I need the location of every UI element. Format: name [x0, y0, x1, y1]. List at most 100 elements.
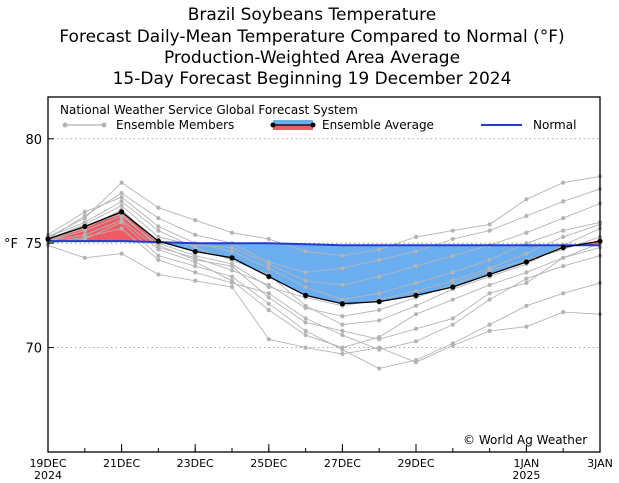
- ensemble-member-line: [47, 244, 601, 363]
- ensemble-member-point: [266, 295, 271, 300]
- ensemble-member-point: [340, 297, 345, 302]
- ensemble-member-point: [229, 268, 235, 273]
- copyright-text: © World Ag Weather: [463, 433, 587, 447]
- ensemble-average-point: [523, 259, 530, 265]
- ensemble-member-point: [413, 312, 419, 317]
- ensemble-member-point: [266, 236, 271, 242]
- ensemble-member-line: [47, 188, 601, 273]
- ensemble-member-point: [156, 257, 161, 262]
- plot-area: [45, 138, 603, 371]
- x-tick-label: 3JAN: [587, 457, 613, 470]
- ensemble-average-line: [47, 211, 601, 305]
- x-tick-label: 29DEC: [397, 457, 434, 470]
- ensemble-member-point: [193, 278, 198, 283]
- legend-source: National Weather Service Global Forecast…: [60, 103, 358, 117]
- ensemble-member-point: [82, 220, 87, 225]
- ensemble-member-point: [340, 314, 345, 319]
- plot-frame: [47, 96, 601, 453]
- ensemble-member-point: [303, 270, 308, 275]
- ensemble-member-point: [561, 291, 566, 296]
- ensemble-member-point: [524, 303, 529, 308]
- ensemble-member-point: [340, 282, 345, 288]
- ensemble-member-point: [377, 335, 382, 340]
- ensemble-member-point: [266, 307, 271, 313]
- ensemble-member-point: [561, 199, 566, 204]
- ensemble-member-point: [413, 264, 419, 269]
- ensemble-member-point: [377, 274, 382, 279]
- ensemble-average-point: [155, 238, 161, 244]
- ensemble-average-point: [560, 244, 566, 250]
- legend-average-swatch-below: [273, 120, 313, 125]
- ensemble-member-point: [156, 216, 161, 221]
- ensemble-member-point: [229, 249, 235, 254]
- legend-members-marker: [62, 122, 68, 128]
- ensemble-member-point: [377, 291, 382, 296]
- ensemble-member-point: [450, 228, 455, 233]
- ensemble-average-point: [229, 255, 235, 261]
- ensemble-average-point: [266, 273, 272, 280]
- ensemble-member-point: [229, 261, 235, 267]
- ensemble-member-point: [524, 230, 529, 235]
- ensemble-member-point: [561, 309, 566, 315]
- chart-subtitle: Forecast Daily-Mean Temperature Compared…: [59, 27, 564, 47]
- ensemble-average-point: [192, 248, 198, 255]
- ensemble-member-point: [193, 264, 198, 269]
- ensemble-member-point: [119, 190, 124, 196]
- ensemble-member-point: [303, 332, 308, 338]
- chart-title: Brazil Soybeans Temperature: [188, 5, 436, 25]
- ensemble-member-point: [340, 322, 345, 327]
- ensemble-member-point: [193, 245, 198, 250]
- legend-average-marker: [310, 122, 316, 128]
- ensemble-member-point: [377, 318, 382, 323]
- ensemble-average-point: [119, 209, 125, 215]
- ensemble-member-point: [266, 291, 271, 296]
- ensemble-member-point: [524, 241, 529, 246]
- ensemble-member-point: [82, 209, 87, 214]
- ensemble-member-point: [487, 328, 492, 333]
- ensemble-member-point: [377, 247, 382, 252]
- ensemble-member-point: [413, 339, 419, 344]
- legend-average-label: Ensemble Average: [322, 118, 434, 132]
- ensemble-member-point: [266, 301, 271, 306]
- ensemble-member-point: [303, 320, 308, 325]
- ensemble-member-point: [450, 322, 455, 327]
- ensemble-member-point: [561, 255, 566, 260]
- legend: National Weather Service Global Forecast…: [60, 103, 576, 132]
- ensemble-member-point: [340, 266, 345, 271]
- ensemble-member-point: [524, 270, 529, 275]
- ensemble-member-point: [119, 203, 124, 208]
- ensemble-member-point: [229, 284, 235, 290]
- ensemble-average-point: [339, 301, 345, 307]
- ensemble-member-point: [487, 257, 492, 262]
- y-axis-label: °F: [4, 237, 18, 252]
- ensemble-member-line: [47, 221, 601, 369]
- ensemble-member-point: [377, 347, 382, 352]
- ensemble-member-point: [156, 245, 161, 250]
- ensemble-member-point: [193, 270, 198, 275]
- ensemble-member-point: [303, 249, 308, 254]
- ensemble-member-point: [487, 268, 492, 273]
- ensemble-member-point: [377, 257, 382, 262]
- ensemble-member-point: [119, 218, 124, 223]
- ensemble-member-point: [340, 332, 345, 338]
- ensemble-member-point: [156, 205, 161, 210]
- ensemble-member-point: [193, 255, 198, 260]
- ensemble-member-point: [119, 199, 124, 204]
- ensemble-member-point: [450, 316, 455, 321]
- ensemble-member-point: [561, 216, 566, 221]
- ensemble-member-point: [413, 289, 419, 294]
- y-tick-label: 80: [25, 133, 42, 148]
- ensemble-member-point: [487, 282, 492, 288]
- ensemble-average-point: [376, 299, 382, 305]
- ensemble-member-point: [561, 228, 566, 233]
- ensemble-member-point: [82, 234, 87, 240]
- x-tick-label: 2024: [34, 469, 62, 482]
- ensemble-member-point: [450, 270, 455, 275]
- ensemble-member-point: [524, 197, 529, 202]
- ensemble-member-point: [377, 307, 382, 313]
- ensemble-member-point: [450, 253, 455, 258]
- ensemble-member-point: [119, 180, 124, 185]
- x-tick-label: 23DEC: [177, 457, 214, 470]
- ensemble-member-point: [229, 274, 235, 279]
- ensemble-member-point: [82, 255, 87, 260]
